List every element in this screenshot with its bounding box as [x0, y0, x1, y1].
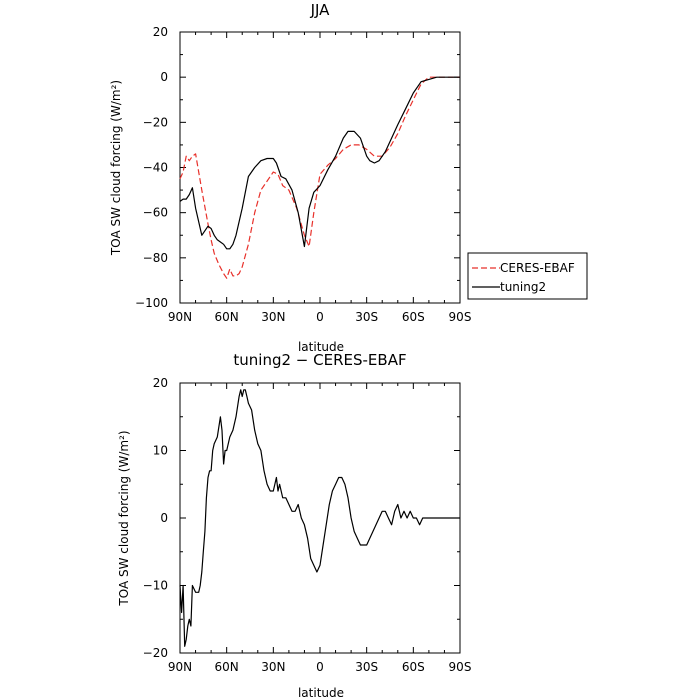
x-tick-label: 30N	[261, 310, 285, 324]
x-tick-label: 60S	[402, 310, 425, 324]
x-tick-label: 60N	[215, 660, 239, 674]
x-tick-label: 0	[316, 310, 324, 324]
y-tick-label: −100	[135, 296, 168, 310]
plot-frame	[179, 382, 461, 654]
y-axis-label: TOA SW cloud forcing (W/m²)	[117, 430, 131, 606]
y-tick-label: −20	[143, 646, 168, 660]
series-line-ceres-ebaf	[179, 76, 460, 279]
y-tick-label: −10	[143, 579, 168, 593]
x-tick-label: 60N	[215, 310, 239, 324]
chart-title: tuning2 − CERES-EBAF	[233, 351, 406, 369]
x-tick-label: 90S	[449, 310, 472, 324]
x-axis-label: latitude	[298, 686, 344, 700]
x-tick-label: 30N	[261, 660, 285, 674]
chart-panel-1: JJA 90N 60N 30N 0 30S 60S 90S −100 −80 −60 −40 −20 0 2…	[109, 1, 588, 354]
y-tick-label: −20	[143, 115, 168, 129]
x-tick-label: 30S	[355, 310, 378, 324]
series-line-difference	[179, 389, 460, 647]
x-tick-label: 30S	[355, 660, 378, 674]
y-tick-label: 10	[153, 444, 168, 458]
x-tick-label: 60S	[402, 660, 425, 674]
x-tick-label: 90N	[168, 310, 192, 324]
plot-frame	[179, 31, 461, 304]
legend: CERES-EBAF tuning2	[467, 252, 588, 300]
chart-title: JJA	[310, 1, 331, 19]
y-tick-label: −40	[143, 161, 168, 175]
legend-label: tuning2	[500, 280, 546, 294]
x-tick-label: 0	[316, 660, 324, 674]
y-tick-label: 0	[160, 511, 168, 525]
y-tick-label: 20	[153, 25, 168, 39]
x-tick-label: 90N	[168, 660, 192, 674]
legend-box	[467, 252, 588, 300]
y-axis-label: TOA SW cloud forcing (W/m²)	[109, 80, 123, 256]
series-line-tuning2	[179, 76, 460, 250]
x-tick-label: 90S	[449, 660, 472, 674]
y-tick-label: −60	[143, 206, 168, 220]
y-tick-label: 20	[153, 376, 168, 390]
y-tick-label: −80	[143, 251, 168, 265]
y-tick-label: 0	[160, 70, 168, 84]
x-axis-label: latitude	[298, 340, 344, 354]
chart-panel-2: tuning2 − CERES-EBAF 90N 60N 30N 0 30S 60S 90S −…	[117, 351, 471, 700]
legend-label: CERES-EBAF	[500, 261, 575, 275]
